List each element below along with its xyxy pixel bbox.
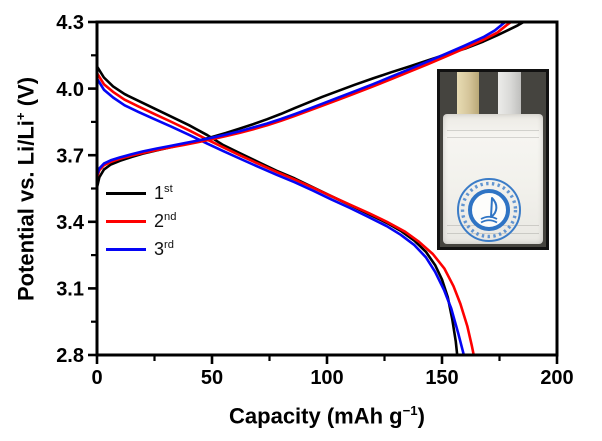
y-axis-title-unit: (V)	[13, 76, 39, 113]
x-tick-label: 150	[425, 367, 458, 389]
y-axis-title-superscript: +	[13, 112, 28, 121]
legend-item-1st-cycle: 1st	[106, 179, 176, 207]
legend: 1st 2nd 3rd	[106, 179, 176, 263]
y-axis-title: Potential vs. Li/Li+ (V)	[6, 9, 39, 369]
pouch-aluminum-tab	[456, 72, 480, 123]
x-tick-label: 100	[310, 367, 343, 389]
y-tick-label: 3.7	[56, 145, 84, 167]
pouch-cell-photo-inset	[437, 69, 549, 250]
pouch-body	[443, 114, 543, 245]
curve-2nd-cycle-discharge	[95, 71, 476, 357]
university-seal-logo	[457, 178, 522, 242]
y-tick-label: 4.3	[56, 12, 84, 34]
x-tick-label: 50	[201, 367, 223, 389]
y-tick-label: 3.4	[56, 212, 85, 234]
plot-frame	[95, 20, 559, 357]
pouch-seal-crease	[447, 129, 539, 131]
x-axis-title-text: Capacity (mAh g	[229, 403, 403, 429]
legend-label-3rd: 3rd	[154, 238, 174, 259]
x-tick-label: 200	[540, 367, 573, 389]
y-tick-label: 2.8	[56, 345, 84, 367]
seal-book-glyph	[480, 215, 498, 220]
x-axis-title-unit: )	[417, 403, 425, 429]
y-tick-label: 4.0	[56, 79, 84, 101]
legend-label-2nd: 2nd	[154, 210, 177, 231]
pouch-seal-crease	[447, 137, 539, 139]
legend-item-3rd-cycle: 3rd	[106, 235, 176, 263]
curve-2nd-cycle-charge	[95, 20, 513, 179]
legend-item-2nd-cycle: 2nd	[106, 207, 176, 235]
x-axis-title: Capacity (mAh g−1)	[97, 403, 557, 429]
legend-line-blue	[106, 247, 146, 251]
y-axis-title-text: Potential vs. Li/Li	[13, 120, 39, 302]
legend-label-1st: 1st	[154, 182, 173, 203]
curve-3rd-cycle-charge	[95, 20, 507, 177]
pouch-nickel-tab	[498, 72, 521, 123]
x-axis-title-superscript: −1	[402, 403, 418, 418]
pouch-fold-crease	[447, 232, 539, 234]
x-tick-label: 0	[91, 367, 102, 389]
legend-line-black	[106, 191, 146, 195]
curve-3rd-cycle-discharge	[95, 77, 466, 357]
y-tick-label: 3.1	[56, 279, 84, 301]
legend-line-red	[106, 219, 146, 223]
